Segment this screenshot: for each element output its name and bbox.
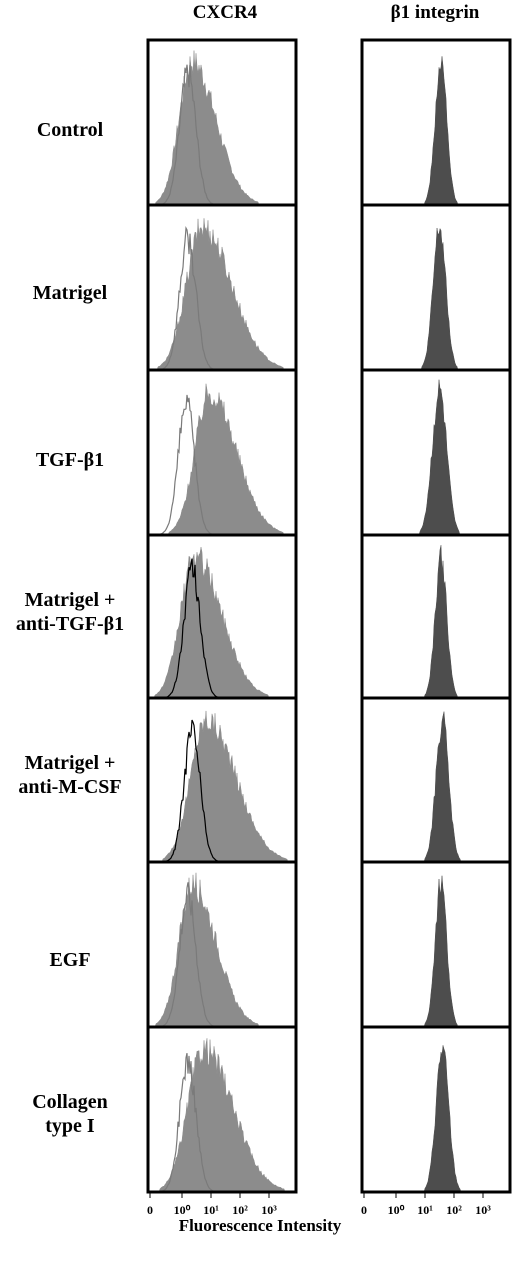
stained-histogram xyxy=(365,711,507,863)
stained-histogram xyxy=(365,227,507,371)
row-label-matrigel: Matrigel xyxy=(32,282,108,304)
row-label-egf: EGF xyxy=(49,949,91,971)
stained-histogram xyxy=(365,875,507,1028)
panel-frame xyxy=(360,1025,512,1194)
x-tick-label: 10¹ xyxy=(417,1203,433,1217)
row-label-matrigel-anti-mcsf: Matrigel + anti-M-CSF xyxy=(18,752,122,798)
stained-histogram xyxy=(151,383,293,536)
x-tick-label: 10³ xyxy=(475,1203,491,1217)
row-label-collagen: Collagen type I xyxy=(32,1091,108,1137)
stained-histogram xyxy=(151,547,293,699)
x-tick-label: 0 xyxy=(147,1203,153,1217)
x-tick-label: 10⁰ xyxy=(174,1203,191,1217)
stained-histogram xyxy=(365,56,507,206)
stained-histogram xyxy=(365,1045,507,1193)
stained-histogram xyxy=(365,545,507,699)
integrin-column-title: β1 integrin xyxy=(390,2,480,23)
x-tick-label: 10⁰ xyxy=(388,1203,405,1217)
panel-frame xyxy=(146,1025,298,1194)
row-label-tgf: TGF-β1 xyxy=(35,449,105,471)
x-tick-label: 0 xyxy=(361,1203,367,1217)
x-tick-label: 10² xyxy=(232,1203,248,1217)
stained-histogram xyxy=(151,710,293,863)
stained-histogram xyxy=(365,379,507,536)
stained-histogram xyxy=(151,1038,293,1193)
row-label-matrigel-anti-tgf: Matrigel + anti-TGF-β1 xyxy=(15,589,125,635)
x-axis-label: Fluorescence Intensity xyxy=(178,1216,342,1235)
x-tick-label: 10³ xyxy=(261,1203,277,1217)
x-tick-label: 10¹ xyxy=(203,1203,219,1217)
cxcr4-column-title: CXCR4 xyxy=(192,2,258,23)
row-label-control: Control xyxy=(36,119,104,141)
x-tick-label: 10² xyxy=(446,1203,462,1217)
